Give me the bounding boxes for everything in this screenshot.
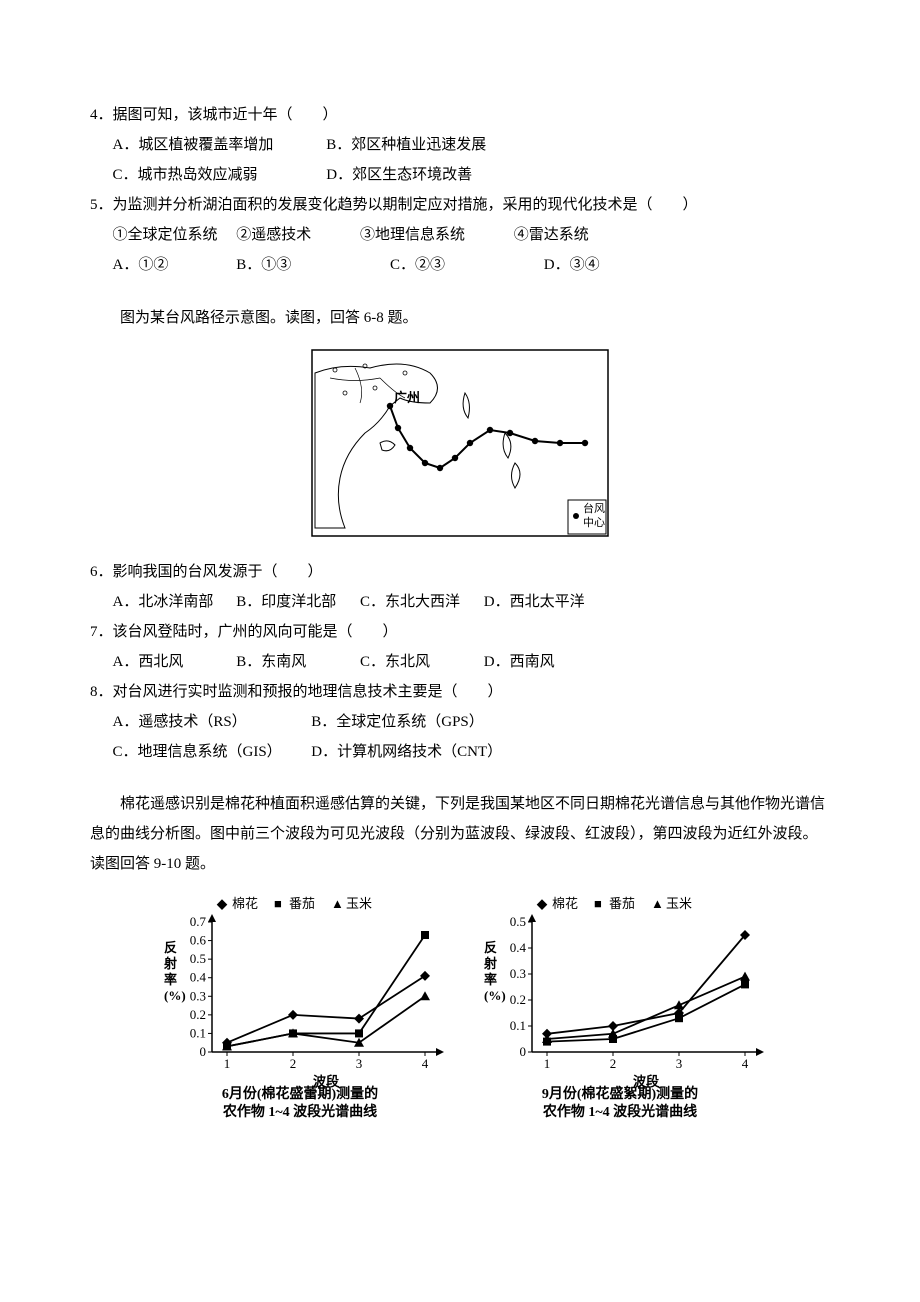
q5-i3: ③地理信息系统 xyxy=(360,220,510,250)
q5-stem: 5．为监测并分析湖泊面积的发展变化趋势以期制定应对措施，采用的现代化技术是（ ） xyxy=(90,190,830,220)
svg-text:0.2: 0.2 xyxy=(190,1007,206,1022)
q4-optD: D．郊区生态环境改善 xyxy=(326,160,472,190)
q8-optB: B．全球定位系统（GPS） xyxy=(311,707,484,737)
q4-optC: C．城市热岛效应减弱 xyxy=(113,160,323,190)
svg-text:0.7: 0.7 xyxy=(190,914,207,929)
intro-6-8: 图为某台风路径示意图。读图，回答 6-8 题。 xyxy=(90,303,830,333)
svg-text:1: 1 xyxy=(544,1056,551,1071)
q6-optA: A．北冰洋南部 xyxy=(113,587,233,617)
svg-text:棉花: 棉花 xyxy=(232,896,258,911)
spectral-charts: ◆棉花■番茄▲玉米00.10.20.30.40.50.60.71234反射率(%… xyxy=(90,894,830,1135)
svg-text:9月份(棉花盛絮期)测量的: 9月份(棉花盛絮期)测量的 xyxy=(542,1085,698,1102)
q5-optC: C．②③ xyxy=(390,250,540,280)
q6-optD: D．西北太平洋 xyxy=(484,587,585,617)
svg-text:0.4: 0.4 xyxy=(190,970,207,985)
chart-sept: ◆棉花■番茄▲玉米00.10.20.30.40.51234反射率(%)波段9月份… xyxy=(470,894,770,1124)
svg-text:广州: 广州 xyxy=(394,390,420,405)
svg-text:3: 3 xyxy=(356,1056,363,1071)
svg-text:0.1: 0.1 xyxy=(190,1025,206,1040)
q5-items: ①全球定位系统 ②遥感技术 ③地理信息系统 ④雷达系统 xyxy=(90,220,830,250)
q4-stem: 4．据图可知，该城市近十年（ ） xyxy=(90,100,830,130)
svg-text:4: 4 xyxy=(742,1056,749,1071)
svg-text:射: 射 xyxy=(163,956,177,971)
svg-text:◆: ◆ xyxy=(216,896,228,911)
svg-text:反: 反 xyxy=(164,940,177,955)
q7-optB: B．东南风 xyxy=(236,647,356,677)
svg-text:0.4: 0.4 xyxy=(510,940,527,955)
svg-text:台风: 台风 xyxy=(583,501,605,515)
q5-optD: D．③④ xyxy=(544,250,600,280)
svg-text:▲: ▲ xyxy=(651,896,664,911)
intro-9-10: 棉花遥感识别是棉花种植面积遥感估算的关键，下列是我国某地区不同日期棉花光谱信息与… xyxy=(90,789,830,879)
svg-text:0.6: 0.6 xyxy=(190,933,207,948)
q4-optA: A．城区植被覆盖率增加 xyxy=(113,130,323,160)
q6-optC: C．东北大西洋 xyxy=(360,587,480,617)
svg-text:▲: ▲ xyxy=(331,896,344,911)
q4-optB: B．郊区种植业迅速发展 xyxy=(326,130,486,160)
q5-optB: B．①③ xyxy=(236,250,386,280)
q8-optA: A．遥感技术（RS） xyxy=(113,707,308,737)
q8-opts-row1: A．遥感技术（RS） B．全球定位系统（GPS） xyxy=(90,707,830,737)
q5-i2: ②遥感技术 xyxy=(236,220,356,250)
typhoon-map: 广州台风中心 xyxy=(90,348,830,549)
q6-opts: A．北冰洋南部 B．印度洋北部 C．东北大西洋 D．西北太平洋 xyxy=(90,587,830,617)
svg-text:0.3: 0.3 xyxy=(510,966,526,981)
svg-text:中心: 中心 xyxy=(583,516,605,529)
svg-text:0: 0 xyxy=(200,1044,207,1059)
svg-text:棉花: 棉花 xyxy=(552,896,578,911)
svg-text:0: 0 xyxy=(519,1044,526,1059)
q7-optC: C．东北风 xyxy=(360,647,480,677)
svg-text:番茄: 番茄 xyxy=(289,896,315,911)
svg-text:0.2: 0.2 xyxy=(510,992,526,1007)
q8-optC: C．地理信息系统（GIS） xyxy=(113,737,308,767)
svg-text:玉米: 玉米 xyxy=(666,896,692,911)
q5-optA: A．①② xyxy=(113,250,233,280)
svg-text:6月份(棉花盛蕾期)测量的: 6月份(棉花盛蕾期)测量的 xyxy=(222,1085,378,1102)
svg-text:0.5: 0.5 xyxy=(190,951,206,966)
q7-optD: D．西南风 xyxy=(484,647,555,677)
svg-text:4: 4 xyxy=(422,1056,429,1071)
svg-text:2: 2 xyxy=(610,1056,617,1071)
svg-text:0.3: 0.3 xyxy=(190,988,206,1003)
q8-optD: D．计算机网络技术（CNT） xyxy=(311,737,502,767)
svg-text:■: ■ xyxy=(274,896,282,911)
q6-optB: B．印度洋北部 xyxy=(236,587,356,617)
q5-i1: ①全球定位系统 xyxy=(113,220,233,250)
svg-text:率: 率 xyxy=(164,972,177,987)
typhoon-map-svg: 广州台风中心 xyxy=(310,348,610,538)
svg-text:番茄: 番茄 xyxy=(609,896,635,911)
q7-opts: A．西北风 B．东南风 C．东北风 D．西南风 xyxy=(90,647,830,677)
svg-text:农作物 1~4 波段光谱曲线: 农作物 1~4 波段光谱曲线 xyxy=(222,1103,377,1120)
svg-text:◆: ◆ xyxy=(536,896,548,911)
chart-june: ◆ 棉花 ■ 番茄 ▲玉米 0 0.1 0.2 0.3 0.4 0.5 0.6 0.7 1 2 3 4 反射率(%… xyxy=(150,894,450,1124)
svg-text:0.1: 0.1 xyxy=(510,1018,526,1033)
svg-text:反: 反 xyxy=(484,940,497,955)
svg-text:(%): (%) xyxy=(484,988,506,1003)
q7-optA: A．西北风 xyxy=(113,647,233,677)
q5-opts: A．①② B．①③ C．②③ D．③④ xyxy=(90,250,830,280)
svg-text:率: 率 xyxy=(484,972,497,987)
q8-opts-row2: C．地理信息系统（GIS） D．计算机网络技术（CNT） xyxy=(90,737,830,767)
svg-text:玉米: 玉米 xyxy=(346,896,372,911)
q4-opts-row2: C．城市热岛效应减弱 D．郊区生态环境改善 xyxy=(90,160,830,190)
svg-text:1: 1 xyxy=(224,1056,231,1071)
svg-text:3: 3 xyxy=(676,1056,683,1071)
svg-text:(%): (%) xyxy=(164,988,186,1003)
q6-stem: 6．影响我国的台风发源于（ ） xyxy=(90,557,830,587)
q7-stem: 7．该台风登陆时，广州的风向可能是（ ） xyxy=(90,617,830,647)
svg-text:2: 2 xyxy=(290,1056,297,1071)
svg-text:■: ■ xyxy=(594,896,602,911)
q8-stem: 8．对台风进行实时监测和预报的地理信息技术主要是（ ） xyxy=(90,677,830,707)
q5-i4: ④雷达系统 xyxy=(514,220,589,250)
q4-opts-row1: A．城区植被覆盖率增加 B．郊区种植业迅速发展 xyxy=(90,130,830,160)
svg-text:0.5: 0.5 xyxy=(510,914,526,929)
svg-text:射: 射 xyxy=(483,956,497,971)
svg-text:农作物 1~4 波段光谱曲线: 农作物 1~4 波段光谱曲线 xyxy=(542,1103,697,1120)
